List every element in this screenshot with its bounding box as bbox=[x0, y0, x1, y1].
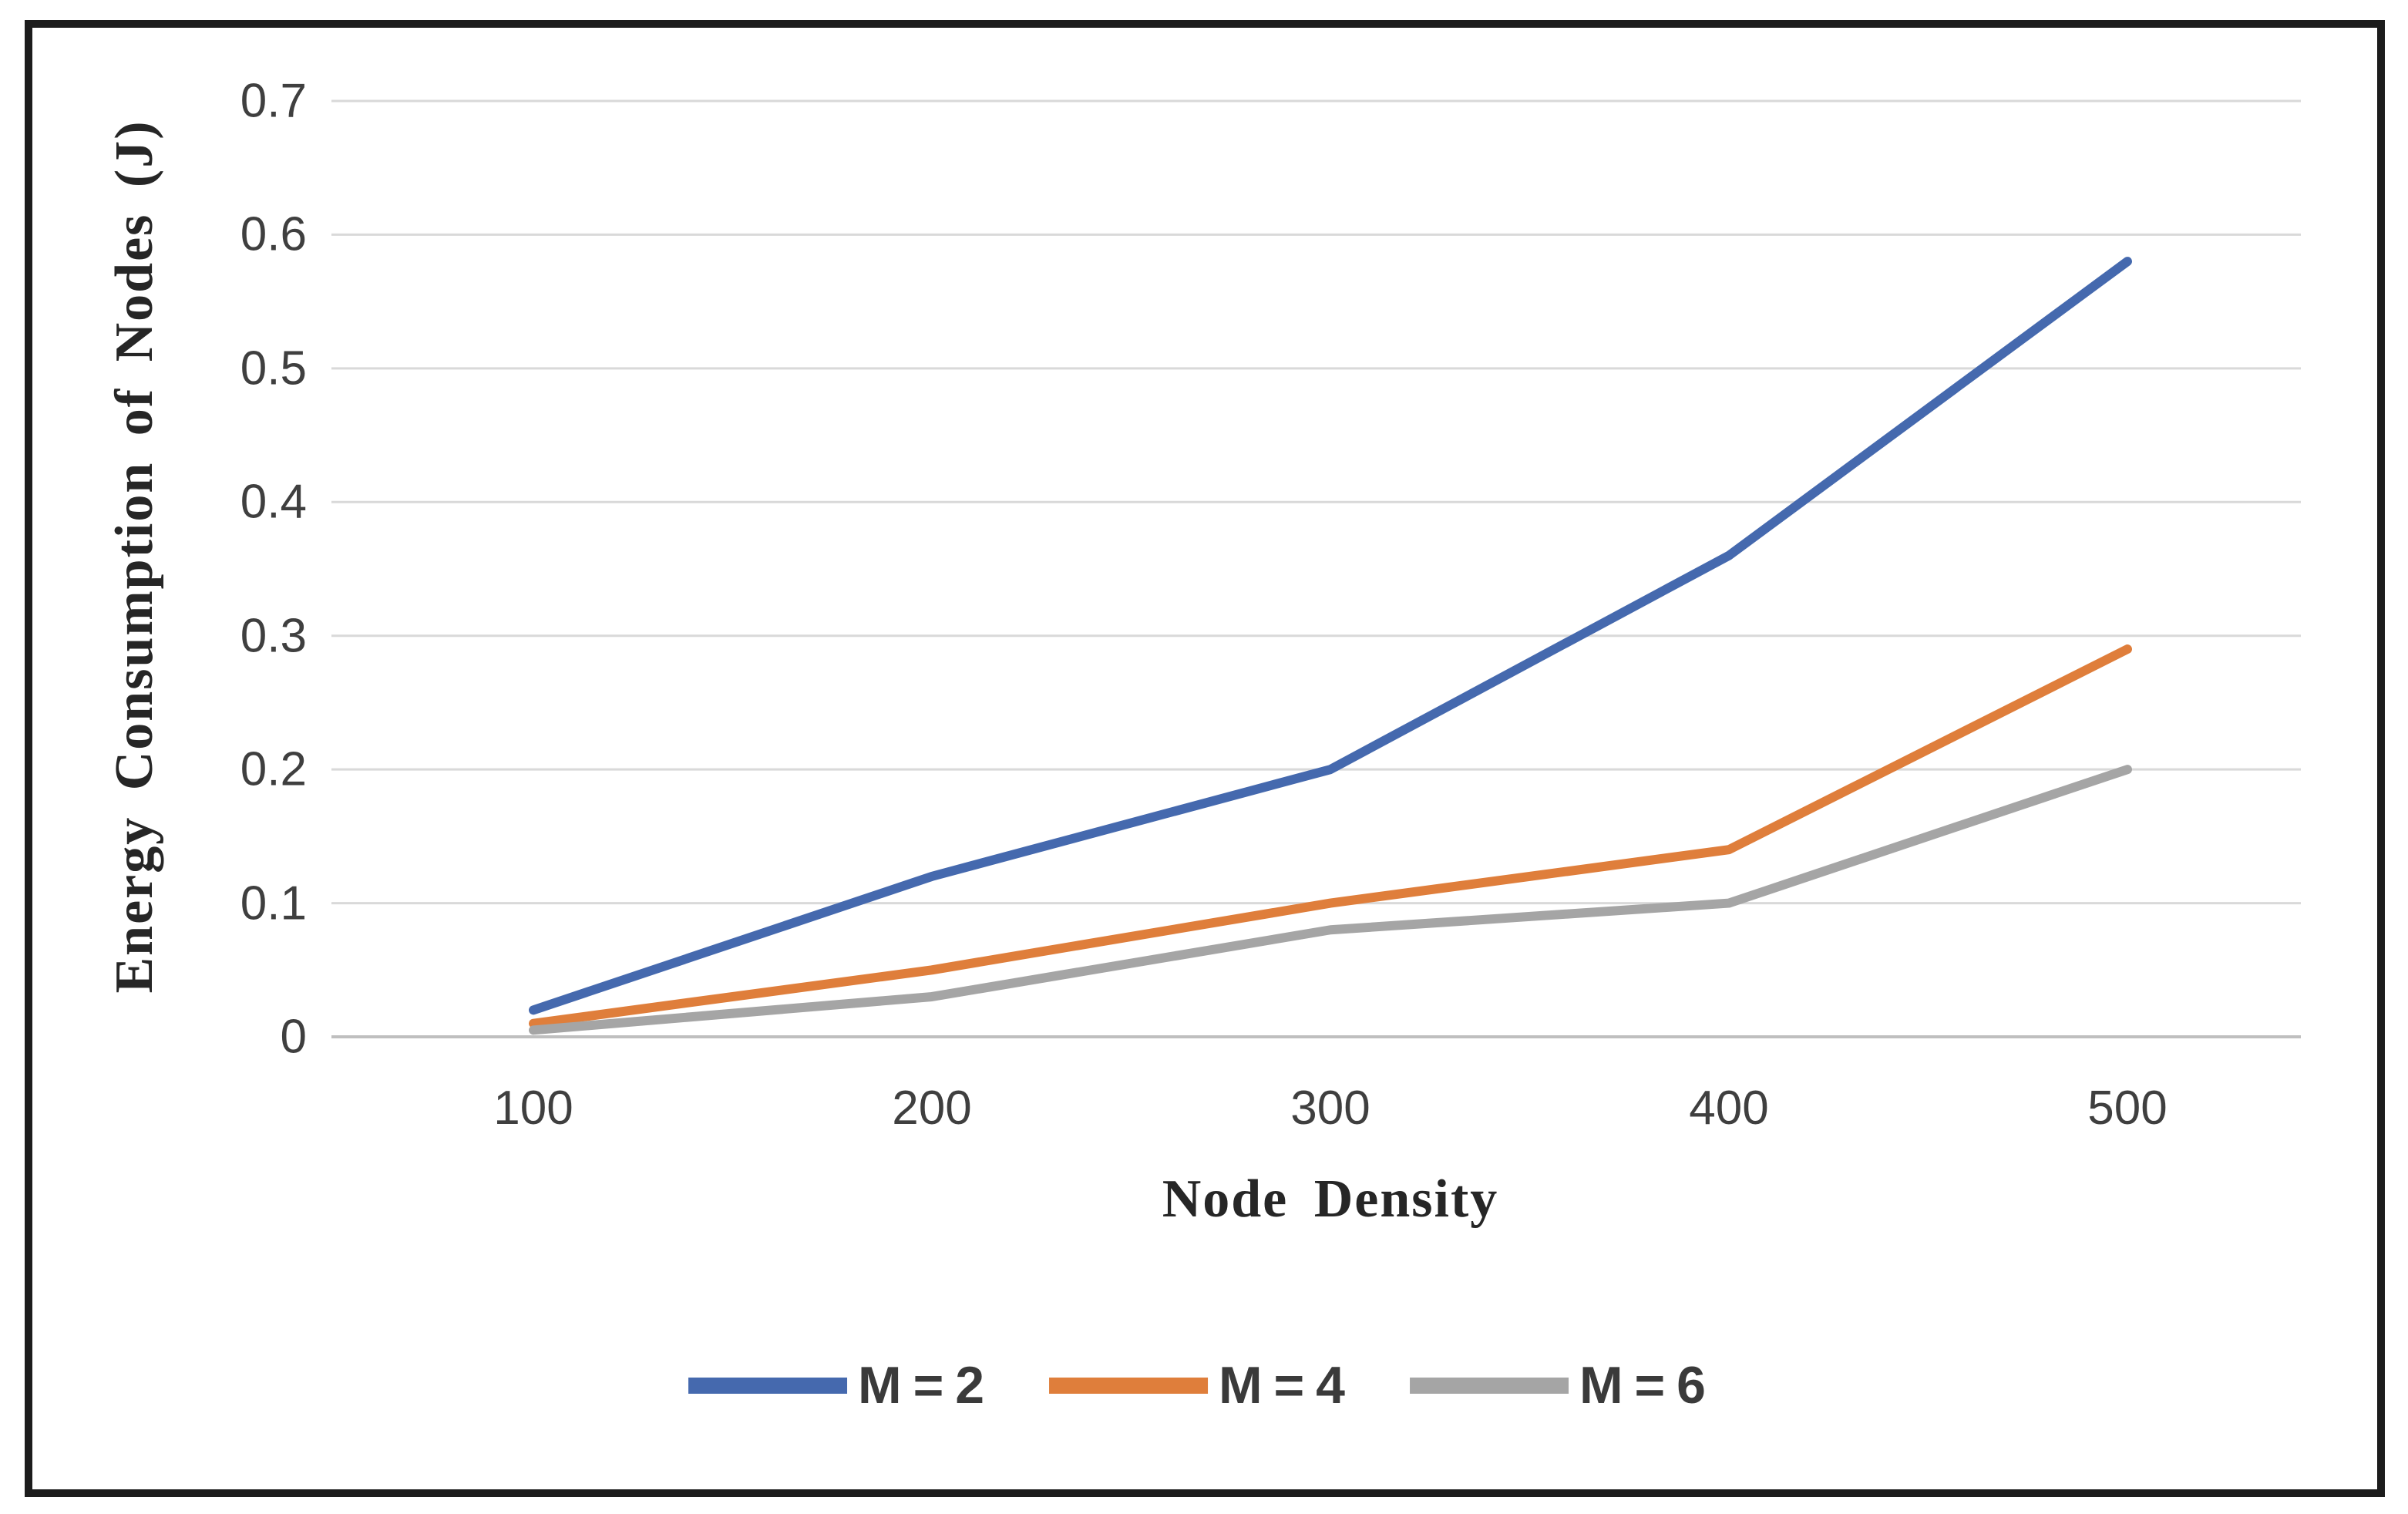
legend-label: M = 4 bbox=[1219, 1356, 1345, 1415]
y-tick-label: 0.1 bbox=[240, 876, 307, 930]
y-axis-title: Energy Consumption of Nodes (J) bbox=[105, 119, 164, 994]
y-tick-label: 0.4 bbox=[240, 475, 307, 529]
y-tick-label: 0 bbox=[280, 1010, 307, 1064]
legend-line-swatch bbox=[1049, 1377, 1209, 1394]
y-tick-label: 0.3 bbox=[240, 609, 307, 663]
legend-item: M = 4 bbox=[1049, 1355, 1345, 1415]
x-axis-title: Node Density bbox=[1162, 1169, 1499, 1229]
figure-border bbox=[25, 20, 2385, 1497]
legend-line-swatch bbox=[688, 1377, 848, 1394]
legend-item: M = 2 bbox=[688, 1355, 984, 1415]
series-line-M=2 bbox=[529, 257, 2132, 1015]
legend-line-swatch bbox=[1409, 1377, 1569, 1394]
series-line-M=6 bbox=[529, 765, 2132, 1035]
y-tick-label: 0.5 bbox=[240, 341, 307, 395]
legend-item: M = 6 bbox=[1409, 1355, 1706, 1415]
x-tick-label: 300 bbox=[1290, 1082, 1370, 1135]
legend: M = 2 M = 4 M = 6 bbox=[688, 1355, 1706, 1415]
legend-label: M = 2 bbox=[858, 1356, 984, 1415]
x-tick-label: 400 bbox=[1689, 1082, 1769, 1135]
x-tick-label: 200 bbox=[892, 1082, 972, 1135]
series-line-M=4 bbox=[529, 644, 2132, 1028]
y-tick-label: 0.6 bbox=[240, 207, 307, 261]
y-tick-label: 0.2 bbox=[240, 742, 307, 796]
x-tick-label: 100 bbox=[493, 1082, 573, 1135]
y-tick-label: 0.7 bbox=[240, 74, 307, 128]
x-tick-label: 500 bbox=[2087, 1082, 2168, 1135]
legend-label: M = 6 bbox=[1579, 1356, 1706, 1415]
